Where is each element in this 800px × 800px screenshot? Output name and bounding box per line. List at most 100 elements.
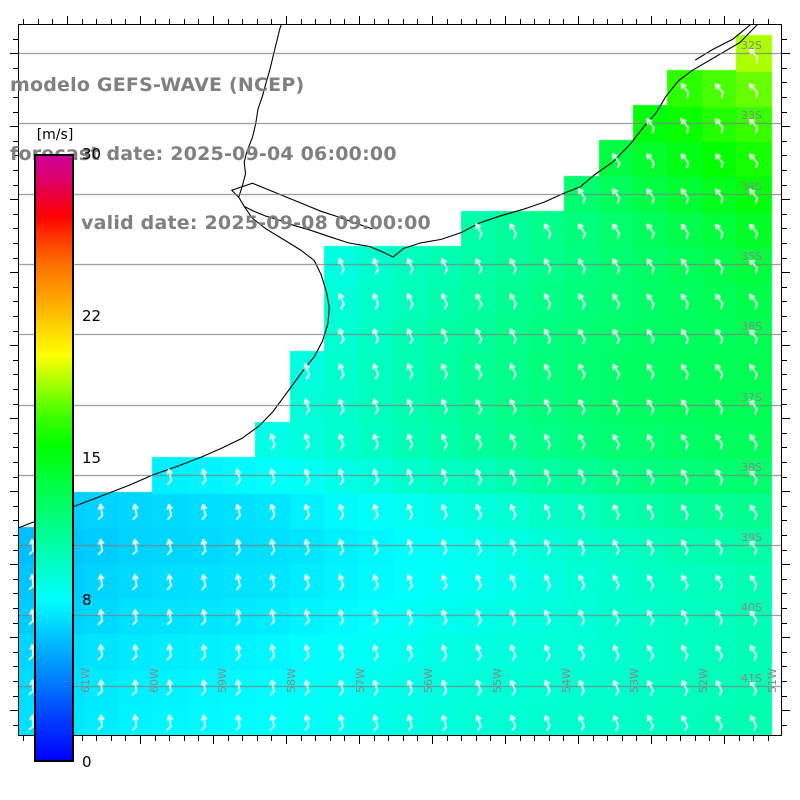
axis-tick bbox=[781, 710, 790, 712]
axis-tick bbox=[781, 286, 787, 288]
axis-tick bbox=[23, 735, 25, 741]
axis-tick bbox=[519, 735, 521, 741]
axis-tick bbox=[781, 564, 790, 566]
axis-tick bbox=[417, 735, 419, 741]
axis-tick bbox=[781, 155, 787, 157]
colorbar-tick-15: 15 bbox=[82, 449, 102, 467]
axis-tick bbox=[781, 242, 787, 244]
axis-tick bbox=[781, 534, 787, 536]
axis-tick bbox=[300, 735, 302, 741]
axis-tick bbox=[13, 388, 19, 390]
axis-tick bbox=[140, 16, 142, 25]
axis-tick bbox=[665, 735, 667, 741]
axis-tick bbox=[271, 735, 273, 741]
axis-tick bbox=[13, 505, 19, 507]
axis-tick bbox=[781, 374, 787, 376]
lon-label-53w: 53W bbox=[628, 668, 642, 693]
axis-tick bbox=[154, 19, 156, 25]
axis-tick bbox=[781, 491, 790, 493]
axis-tick bbox=[781, 695, 787, 697]
axis-tick bbox=[13, 169, 19, 171]
axis-tick bbox=[738, 735, 740, 741]
axis-tick bbox=[13, 651, 19, 653]
axis-tick bbox=[680, 19, 682, 25]
axis-tick bbox=[10, 710, 19, 712]
axis-tick bbox=[388, 19, 390, 25]
axis-tick bbox=[781, 505, 787, 507]
axis-tick bbox=[665, 19, 667, 25]
axis-tick bbox=[753, 19, 755, 25]
lat-label-39s: 39S bbox=[741, 531, 762, 545]
axis-ticks-top bbox=[18, 16, 782, 25]
axis-tick bbox=[13, 520, 19, 522]
axis-tick bbox=[13, 549, 19, 551]
axis-tick bbox=[724, 735, 726, 744]
axis-tick bbox=[169, 19, 171, 25]
axis-tick bbox=[709, 19, 711, 25]
axis-tick bbox=[13, 82, 19, 84]
axis-tick bbox=[475, 735, 477, 741]
lat-label-38s: 38S bbox=[741, 460, 762, 474]
lon-label-52w: 52W bbox=[696, 668, 710, 693]
axis-tick bbox=[548, 735, 550, 741]
axis-tick bbox=[329, 735, 331, 741]
axis-tick bbox=[10, 418, 19, 420]
axis-tick bbox=[13, 359, 19, 361]
axis-tick bbox=[256, 735, 258, 741]
axis-tick bbox=[578, 16, 580, 25]
axis-tick bbox=[432, 16, 434, 25]
axis-tick bbox=[13, 607, 19, 609]
axis-tick bbox=[402, 735, 404, 741]
colorbar-gradient bbox=[34, 154, 74, 762]
axis-tick bbox=[781, 520, 787, 522]
lon-label-57w: 57W bbox=[353, 668, 367, 693]
axis-tick bbox=[13, 315, 19, 317]
axis-tick bbox=[781, 359, 787, 361]
axis-tick bbox=[781, 82, 787, 84]
axis-tick bbox=[767, 735, 769, 741]
axis-tick bbox=[242, 19, 244, 25]
axis-tick bbox=[13, 228, 19, 230]
axis-tick bbox=[110, 19, 112, 25]
axis-tick bbox=[13, 155, 19, 157]
axis-tick bbox=[286, 735, 288, 744]
axis-tick bbox=[344, 735, 346, 741]
axis-tick bbox=[519, 19, 521, 25]
axis-tick bbox=[490, 19, 492, 25]
axis-tick bbox=[781, 301, 787, 303]
lat-label-33s: 33S bbox=[741, 109, 762, 123]
axis-tick bbox=[10, 491, 19, 493]
axis-tick bbox=[781, 622, 787, 624]
axis-tick bbox=[140, 735, 142, 744]
axis-tick bbox=[651, 735, 653, 744]
axis-tick bbox=[10, 345, 19, 347]
axis-tick bbox=[13, 593, 19, 595]
axis-tick bbox=[767, 19, 769, 25]
axis-tick bbox=[534, 19, 536, 25]
axis-tick bbox=[81, 19, 83, 25]
axis-tick bbox=[300, 19, 302, 25]
axis-tick bbox=[490, 735, 492, 741]
axis-tick bbox=[781, 447, 787, 449]
lat-label-36s: 36S bbox=[741, 320, 762, 334]
axis-tick bbox=[373, 735, 375, 741]
axis-tick bbox=[10, 53, 19, 55]
axis-tick bbox=[13, 111, 19, 113]
axis-ticks-right bbox=[781, 24, 791, 736]
axis-tick bbox=[548, 19, 550, 25]
axis-tick bbox=[13, 140, 19, 142]
axis-tick bbox=[359, 16, 361, 25]
axis-tick bbox=[738, 19, 740, 25]
axis-tick bbox=[432, 735, 434, 744]
axis-tick bbox=[271, 19, 273, 25]
axis-tick bbox=[13, 680, 19, 682]
axis-tick bbox=[23, 19, 25, 25]
axis-tick bbox=[781, 111, 787, 113]
axis-tick bbox=[13, 38, 19, 40]
axis-tick bbox=[724, 16, 726, 25]
axis-tick bbox=[781, 607, 787, 609]
axis-tick bbox=[125, 19, 127, 25]
axis-tick bbox=[781, 213, 787, 215]
axis-tick bbox=[781, 257, 787, 259]
axis-tick bbox=[781, 38, 787, 40]
